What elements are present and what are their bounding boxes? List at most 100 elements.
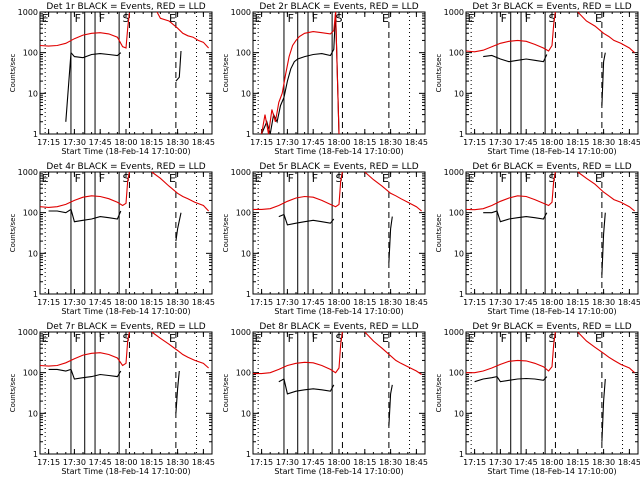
y-axis-label: Counts/sec — [9, 214, 17, 253]
interval-label: F — [99, 12, 105, 25]
series-lld-line — [364, 171, 422, 212]
y-tick-label: 100 — [236, 209, 251, 218]
x-tick-label: 17:15 — [463, 298, 486, 307]
y-tick-label: 100 — [236, 49, 251, 58]
interval-label: E — [382, 172, 389, 185]
y-axis-label: Counts/sec — [222, 54, 230, 93]
series-events-line — [601, 52, 606, 106]
y-tick-label: 1000 — [231, 328, 251, 337]
plot-frame — [39, 331, 213, 455]
series-lld-line — [465, 171, 556, 211]
x-tick-label: 17:15 — [37, 138, 60, 147]
x-tick-label: 17:45 — [89, 458, 112, 467]
series-events-line — [278, 378, 335, 395]
y-tick-label: 10 — [241, 89, 251, 98]
interval-label: F — [75, 332, 81, 345]
x-tick-label: 18:15 — [566, 298, 589, 307]
x-tick-label: 18:45 — [405, 458, 428, 467]
x-tick-label: 18:00 — [540, 298, 563, 307]
y-tick-label: 1000 — [444, 168, 464, 177]
interval-label: E — [255, 332, 262, 345]
interval-label: E — [595, 12, 602, 25]
interval-label: S — [336, 172, 343, 185]
x-tick-label: 18:00 — [114, 138, 137, 147]
series-events-line — [474, 375, 548, 383]
x-tick-label: 17:45 — [515, 298, 538, 307]
panel-title: Det 5r BLACK = Events, RED = LLD — [259, 162, 418, 172]
interval-label: E — [42, 172, 49, 185]
detector-panel-8: Det 8r BLACK = Events, RED = LLD 1 10 100 10… — [222, 322, 428, 476]
y-axis-label: Counts/sec — [435, 374, 443, 413]
y-tick-label: 100 — [449, 49, 464, 58]
panel-title: Det 7r BLACK = Events, RED = LLD — [46, 322, 205, 332]
x-tick-label: 17:30 — [63, 138, 86, 147]
x-tick-label: 17:15 — [463, 138, 486, 147]
x-tick-label: 17:15 — [463, 458, 486, 467]
y-tick-label: 1000 — [18, 328, 38, 337]
x-tick-label: 18:15 — [566, 138, 589, 147]
interval-label: F — [312, 332, 318, 345]
panel-title: Det 3r BLACK = Events, RED = LLD — [472, 2, 631, 12]
x-axis-label: Start Time (18-Feb-14 17:10:00) — [274, 147, 403, 156]
y-axis-label: Counts/sec — [435, 214, 443, 253]
series-lld-line — [466, 331, 556, 374]
x-tick-label: 18:45 — [618, 298, 640, 307]
x-tick-label: 17:30 — [276, 298, 299, 307]
interval-label: F — [75, 12, 81, 25]
x-tick-label: 18:30 — [166, 458, 189, 467]
series-events-line — [261, 11, 340, 135]
x-tick-label: 17:45 — [302, 138, 325, 147]
interval-label: F — [501, 172, 507, 185]
interval-label: S — [123, 12, 130, 25]
y-tick-label: 10 — [28, 249, 38, 258]
x-tick-label: 18:45 — [405, 298, 428, 307]
series-events-line — [601, 212, 606, 275]
x-tick-label: 18:30 — [379, 298, 402, 307]
x-tick-label: 17:30 — [489, 298, 512, 307]
y-tick-label: 1000 — [444, 8, 464, 17]
y-tick-label: 1 — [33, 290, 38, 299]
y-tick-label: 1000 — [18, 168, 38, 177]
series-events-line — [175, 370, 180, 414]
detector-panel-5: Det 5r BLACK = Events, RED = LLD 1 10 100 10… — [222, 162, 428, 316]
detector-panel-2: Det 2r BLACK = Events, RED = LLD 1 10 100 10… — [222, 2, 428, 156]
detector-panel-3: Det 3r BLACK = Events, RED = LLD 1 10 100 10… — [435, 2, 640, 156]
x-tick-label: 18:30 — [379, 458, 402, 467]
x-axis-label: Start Time (18-Feb-14 17:10:00) — [487, 307, 616, 316]
series-lld-line — [577, 171, 635, 212]
interval-label: F — [525, 332, 531, 345]
y-tick-label: 100 — [23, 369, 38, 378]
series-lld-line — [577, 331, 635, 374]
series-lld-line — [39, 12, 130, 49]
x-tick-label: 18:45 — [405, 138, 428, 147]
x-tick-label: 18:00 — [540, 138, 563, 147]
series-lld-line — [253, 331, 343, 375]
x-tick-label: 18:15 — [353, 298, 376, 307]
panel-title: Det 1r BLACK = Events, RED = LLD — [46, 2, 205, 12]
x-tick-label: 18:00 — [327, 298, 350, 307]
y-tick-label: 1 — [459, 130, 464, 139]
detector-panel-6: Det 6r BLACK = Events, RED = LLD 1 10 100 10… — [435, 162, 640, 316]
x-axis-label: Start Time (18-Feb-14 17:10:00) — [274, 467, 403, 476]
y-tick-label: 100 — [449, 369, 464, 378]
interval-label: F — [75, 172, 81, 185]
series-events-line — [278, 213, 335, 226]
detector-panel-7: Det 7r BLACK = Events, RED = LLD 1 10 100 10… — [9, 322, 215, 476]
x-tick-label: 17:45 — [302, 458, 325, 467]
y-tick-label: 1 — [459, 290, 464, 299]
x-tick-label: 17:45 — [515, 458, 538, 467]
x-tick-label: 17:15 — [37, 458, 60, 467]
y-tick-label: 1 — [33, 130, 38, 139]
y-tick-label: 10 — [28, 89, 38, 98]
y-tick-label: 100 — [449, 209, 464, 218]
x-axis-label: Start Time (18-Feb-14 17:10:00) — [61, 467, 190, 476]
y-tick-label: 1000 — [231, 8, 251, 17]
x-tick-label: 17:45 — [302, 298, 325, 307]
interval-label: E — [169, 332, 176, 345]
series-lld-line — [39, 171, 130, 208]
interval-label: S — [336, 12, 343, 25]
x-tick-label: 18:45 — [192, 298, 215, 307]
series-lld-line — [261, 11, 340, 135]
panel-title: Det 6r BLACK = Events, RED = LLD — [472, 162, 631, 172]
series-events-line — [388, 384, 393, 426]
